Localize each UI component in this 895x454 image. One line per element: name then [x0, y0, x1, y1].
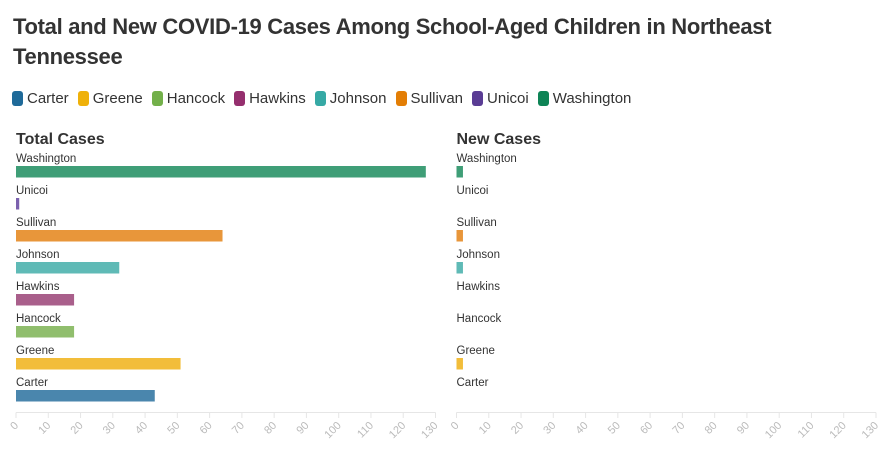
x-tick-label: 90	[294, 420, 311, 437]
bar-hancock	[16, 326, 75, 338]
x-tick-label: 100	[763, 420, 784, 441]
category-label: Washington	[457, 153, 517, 165]
category-label: Sullivan	[16, 217, 56, 229]
legend-swatch	[234, 91, 246, 106]
category-label: Johnson	[16, 249, 59, 261]
category-label: Hancock	[457, 313, 502, 325]
bar-washington	[16, 166, 426, 178]
legend-item-washington[interactable]: Washington	[537, 90, 632, 107]
legend-label: Washington	[552, 90, 632, 107]
legend-label: Carter	[27, 90, 69, 107]
x-tick-label: 20	[69, 420, 86, 437]
bar-unicoi	[16, 198, 20, 210]
bar-washington	[456, 166, 463, 178]
x-tick-label: 10	[36, 420, 53, 437]
legend-label: Hancock	[166, 90, 226, 107]
bar-sullivan	[16, 230, 223, 242]
legend-item-unicoi[interactable]: Unicoi	[472, 90, 529, 107]
x-tick-label: 30	[541, 420, 558, 437]
category-label: Carter	[16, 377, 48, 389]
panel-title: Total Cases	[16, 131, 105, 148]
x-tick-label: 0	[8, 420, 21, 433]
bar-hawkins	[16, 294, 75, 306]
category-label: Greene	[457, 345, 495, 357]
legend-swatch	[12, 91, 23, 106]
x-tick-label: 70	[670, 420, 687, 437]
legend-item-carter[interactable]: Carter	[12, 90, 69, 107]
x-tick-label: 100	[322, 420, 343, 441]
legend-label: Johnson	[329, 90, 387, 107]
x-tick-label: 10	[477, 420, 494, 437]
x-tick-label: 130	[860, 420, 881, 441]
panel-title: New Cases	[457, 131, 542, 148]
category-label: Johnson	[457, 249, 500, 261]
bar-johnson	[456, 262, 463, 274]
x-tick-label: 40	[574, 420, 591, 437]
x-tick-label: 110	[355, 420, 376, 441]
legend-label: Hawkins	[249, 90, 306, 107]
legend: Carter Greene Hancock Hawkins Johnson Sulliva…	[12, 90, 631, 107]
bar-greene	[16, 358, 181, 370]
legend-swatch	[472, 91, 484, 106]
x-tick-label: 50	[606, 420, 623, 437]
chart-title: Total and New COVID-19 Cases Among Schoo…	[13, 14, 772, 69]
x-tick-label: 20	[509, 420, 526, 437]
x-tick-label: 60	[638, 420, 655, 437]
x-tick-label: 40	[133, 420, 150, 437]
bar-greene	[456, 358, 463, 370]
x-tick-label: 130	[419, 420, 440, 441]
category-label: Unicoi	[457, 185, 489, 197]
category-label: Greene	[16, 345, 54, 357]
bar-sullivan	[456, 230, 463, 242]
bar-johnson	[16, 262, 120, 274]
legend-label: Sullivan	[410, 90, 464, 107]
legend-item-hawkins[interactable]: Hawkins	[234, 90, 306, 107]
bar-carter	[16, 390, 155, 402]
category-label: Washington	[16, 153, 76, 165]
legend-item-greene[interactable]: Greene	[77, 90, 143, 107]
x-tick-label: 0	[449, 420, 462, 433]
x-tick-label: 80	[262, 420, 279, 437]
x-tick-label: 120	[827, 420, 848, 441]
x-tick-label: 70	[230, 420, 247, 437]
legend-item-sullivan[interactable]: Sullivan	[395, 90, 464, 107]
legend-item-hancock[interactable]: Hancock	[151, 90, 226, 107]
legend-swatch	[314, 91, 326, 106]
category-label: Hawkins	[16, 281, 60, 293]
legend-label: Greene	[92, 90, 143, 107]
legend-swatch	[151, 91, 163, 106]
x-tick-label: 30	[101, 420, 118, 437]
legend-item-johnson[interactable]: Johnson	[314, 90, 387, 107]
legend-swatch	[77, 91, 89, 106]
legend-swatch	[395, 91, 407, 106]
x-tick-label: 50	[165, 420, 182, 437]
legend-swatch	[537, 91, 549, 106]
category-label: Hancock	[16, 313, 61, 325]
x-tick-label: 80	[703, 420, 720, 437]
x-tick-label: 110	[796, 420, 817, 441]
category-label: Sullivan	[457, 217, 497, 229]
category-label: Carter	[457, 377, 489, 389]
category-label: Hawkins	[457, 281, 501, 293]
legend-label: Unicoi	[487, 90, 529, 107]
x-tick-label: 90	[735, 420, 752, 437]
x-tick-label: 60	[198, 420, 215, 437]
x-tick-label: 120	[387, 420, 408, 441]
category-label: Unicoi	[16, 185, 48, 197]
